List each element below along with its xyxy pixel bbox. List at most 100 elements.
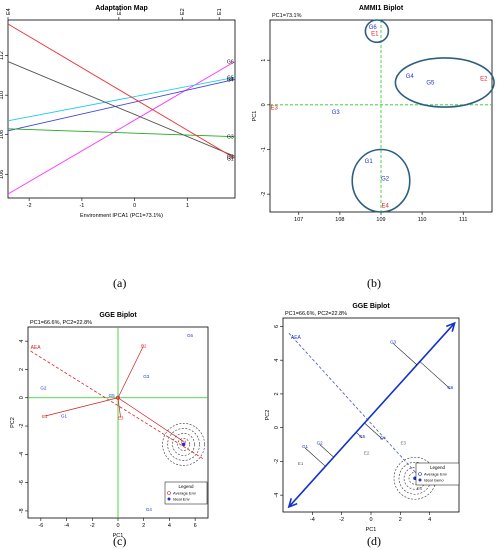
y-tick-label-a-2: 110: [0, 91, 5, 100]
aea-label-d: AEA: [291, 335, 302, 341]
environment-c-e1: E1: [42, 414, 48, 419]
legend-item-d-0: Average Env: [424, 472, 447, 477]
genotype-g4: G4: [406, 74, 415, 80]
projection-d-g6: [419, 361, 451, 390]
env-vector-c-e4: [117, 397, 184, 442]
series-line-g4: [7, 78, 236, 132]
environment-e4: E4: [381, 204, 389, 210]
legend-box-c: [164, 481, 208, 505]
cluster-circle-1: [394, 57, 495, 108]
genotype-d-g3: G3: [390, 339, 397, 344]
x-tick-label-c-5: 4: [168, 523, 171, 529]
x-tick-label-d-3: 2: [399, 517, 402, 523]
panel-d: GGE Biplot PC1=66.6%, PC2=22.8% -4 -2 0 2 4 -4 -…: [265, 303, 460, 533]
projection-d-g2: [319, 444, 334, 458]
y-axis-label-c: PC2: [10, 417, 16, 428]
legend-marker-c-0: [167, 491, 171, 495]
x-tick-label-a-3: 1: [186, 203, 189, 209]
series-label-g3: G3: [227, 135, 234, 141]
x-axis-label-a: Environment IPCA1 (PC1=73.1%): [80, 213, 163, 219]
x-tick-label-a-1: -1: [79, 203, 84, 209]
plot-frame-a: [7, 19, 236, 199]
chart-subtitle-d: PC1=66.6%, PC2=22.8%: [285, 311, 347, 317]
x-tick-label-b-1: 108: [335, 217, 344, 223]
x-axis-label-d: PC1: [366, 527, 377, 533]
genotype-d-g5: G5: [359, 434, 366, 439]
legend-item-d-1: Ideal Geno: [424, 478, 444, 483]
aea-label-c: AEA: [31, 345, 42, 351]
environment-c-e4: E4: [181, 440, 187, 445]
series-line-g2: [7, 61, 236, 157]
chart-title-d: GGE Biplot: [352, 303, 390, 310]
series-label-g1: G1: [227, 156, 234, 162]
environment-c-e3: E3: [118, 416, 124, 421]
caption-a: (a): [113, 276, 127, 290]
arrowhead-bottom-d: [287, 498, 298, 509]
environment-c-e2: E2: [141, 343, 147, 348]
y-tick-label-d-4: 4: [274, 359, 280, 362]
chart-title-a: Adaptation Map: [95, 5, 148, 12]
ideal-ring-c-2: [167, 428, 200, 461]
env-vector-c-e3: [117, 397, 121, 418]
x-tick-label-d-4: 4: [428, 517, 431, 523]
y-tick-label-b-3: 1: [261, 59, 267, 62]
genotype-c-g3: G3: [143, 374, 150, 379]
panel-c: GGE Biplot PC1=66.6%, PC2=22.8% -6 -4 -2 0 2 4 6…: [10, 312, 209, 539]
projection-d-g4: [364, 422, 383, 440]
genotype-g1: G1: [365, 159, 374, 165]
x-tick-label-c-3: 0: [116, 523, 119, 529]
y-tick-label-d-2: 0: [274, 426, 280, 429]
environment-d-e3: E3: [401, 441, 407, 446]
y-tick-label-d-5: 6: [274, 325, 280, 328]
x-tick-label-a-0: -2: [27, 203, 32, 209]
y-tick-label-c-4: 0: [19, 396, 25, 399]
ideal-ring-c-0: [177, 438, 190, 451]
genotype-c-g4: G4: [146, 507, 153, 512]
legend-title-c: Legend: [178, 484, 194, 489]
legend-title-d: Legend: [430, 465, 446, 470]
y-tick-label-c-1: -6: [19, 480, 25, 485]
chart-title-c: GGE Biplot: [99, 312, 137, 319]
genotype-d-g6: G6: [447, 385, 454, 390]
chart-title-b: AMMI1 Biplot: [359, 5, 404, 12]
y-tick-label-c-6: 4: [19, 340, 25, 343]
genotype-g3: G3: [332, 110, 341, 116]
env-vector-c-e1: [44, 397, 119, 417]
genotype-g5: G5: [426, 81, 435, 87]
series-label-g5: G5: [227, 75, 234, 81]
y-axis-label-b: PC1: [252, 111, 258, 122]
y-tick-label-d-0: -4: [274, 493, 280, 498]
environment-d-e4: E4: [417, 486, 423, 491]
series-label-g4: G4: [227, 77, 234, 83]
env-vector-c-e2: [117, 345, 145, 398]
genotype-c-g2: G2: [40, 385, 47, 390]
series-label-g2: G2: [227, 154, 234, 160]
legend-box-d: [415, 462, 460, 486]
x-tick-label-b-4: 111: [459, 217, 467, 223]
genotype-c-g1: G1: [61, 414, 68, 419]
ideal-ring-c-1: [172, 433, 195, 456]
y-tick-label-d-3: 2: [274, 392, 280, 395]
y-tick-label-b-1: -1: [261, 147, 267, 152]
ideal-point-c: [181, 442, 186, 447]
series-line-g5: [7, 76, 236, 122]
caption-c: (c): [113, 534, 127, 548]
top-tick-label-a-1: E3: [117, 8, 123, 15]
caption-b: (b): [367, 276, 381, 290]
x-tick-label-c-1: -4: [64, 523, 69, 529]
y-tick-label-a-1: 108: [0, 130, 5, 139]
y-tick-label-c-3: -2: [19, 424, 25, 429]
top-tick-label-a-0: E4: [6, 8, 12, 15]
x-tick-label-b-0: 107: [294, 217, 303, 223]
environment-e1: E1: [371, 32, 379, 38]
ideal-ring-c-3: [162, 423, 205, 466]
environment-d-e1: E1: [298, 461, 304, 466]
x-tick-label-d-0: -4: [310, 517, 315, 523]
panel-b: AMMI1 Biplot PC1=73.1% 107 108 109 110 111 -2 -1…: [252, 5, 495, 223]
ata-line-d: [288, 322, 456, 508]
genotype-d-g4: G4: [380, 435, 387, 440]
x-tick-label-c-0: -6: [38, 523, 43, 529]
projection-d-g5: [355, 432, 363, 438]
x-tick-label-a-2: 0: [133, 203, 136, 209]
